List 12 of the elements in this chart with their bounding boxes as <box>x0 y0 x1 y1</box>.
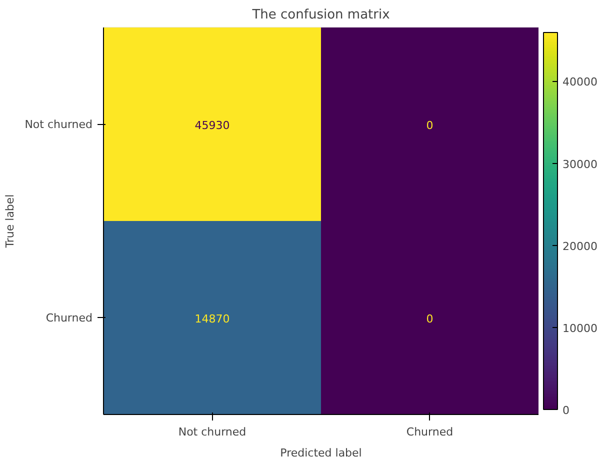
color-bar-label: 0 <box>562 404 570 417</box>
data-label: 0 <box>426 312 434 326</box>
x-axis-title: Predicted label <box>280 446 362 460</box>
color-bar-label: 20000 <box>562 240 598 253</box>
data-label: 45930 <box>194 118 230 132</box>
color-bar-label: 10000 <box>562 322 598 335</box>
chart-title: The confusion matrix <box>251 8 390 22</box>
data-label: 14870 <box>194 312 230 326</box>
color-bar-label: 30000 <box>562 158 598 171</box>
data-label: 0 <box>426 118 434 132</box>
color-bar-label: 40000 <box>562 76 598 89</box>
y-axis-title: True label <box>4 194 17 249</box>
